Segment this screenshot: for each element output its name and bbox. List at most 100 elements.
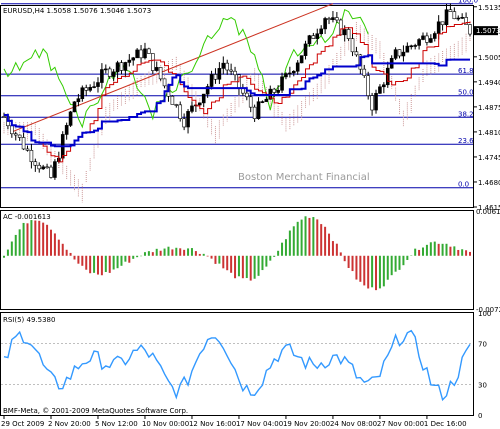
candle-body [425,35,429,43]
fib-level-label: 38.2 [458,110,474,118]
ichimoku-cloud [3,22,471,203]
time-tick-label: 24 Nov 08:00 [330,420,377,428]
candle-body [374,93,378,111]
candle-body [436,21,441,34]
candle-body [213,74,218,80]
price-tick-label: 1.4745 [478,154,500,162]
candle-body [143,48,147,59]
candle-body [295,62,300,72]
candle-body [409,45,414,48]
candle-body [151,53,155,71]
price-tick-label: 1.4680 [478,179,500,187]
candle-body [327,18,331,21]
candle-body [362,68,367,76]
current-price-label: 1.5073 [476,27,500,35]
fib-level-label: 61.8 [458,67,474,75]
candle-body [448,9,453,12]
candle-body [209,74,214,87]
trendline-segment [11,3,334,133]
candle-body [147,48,151,54]
candle-body [135,49,139,59]
rsi-line [1,329,473,402]
candle-body [72,101,77,113]
candle-body [45,166,49,169]
candle-body [280,76,284,91]
candle-body [119,62,124,71]
candle-body [346,29,351,39]
candle-body [417,39,421,46]
candle-body [276,89,280,93]
price-tick-label: 1.4875 [478,104,500,112]
candle-body [248,96,253,108]
ac-axis: 0.006107 -0.00726 [476,208,500,314]
symbol-info: EURUSD,H4 1.5058 1.5076 1.5046 1.5073 [3,7,151,15]
fib-level-label: 23.6 [458,137,474,145]
fibonacci-levels: 100.0 61.8 50.0 38.2 23.6 0.0 [1,0,478,189]
candle-body [64,125,69,135]
candle-body [217,68,222,80]
price-tick-label: 1.5135 [478,4,500,12]
candle-body [182,118,186,128]
candle-body [170,95,175,105]
time-axis: 29 Oct 2009 2 Nov 20:00 5 Nov 12:00 10 Nov … [1,416,467,428]
candle-body [178,104,183,119]
candle-body [382,84,386,88]
candle-body [291,70,296,74]
ac-label: AC -0.001613 [3,213,51,221]
candle-body [115,62,120,73]
ac-panel-frame [0,210,474,310]
trendline [11,3,334,133]
candle-body [456,17,461,20]
candle-body [21,137,26,150]
chikou-line [3,9,369,129]
time-tick-label: 2 Nov 20:00 [48,420,91,428]
rsi-polyline [3,329,471,402]
rsi-tick-label: 0 [478,412,482,420]
candle-body [2,116,6,118]
candle-body [440,21,445,26]
time-tick-label: 27 Nov 00:00 [377,420,424,428]
candle-body [323,18,327,30]
candle-body [233,70,237,76]
candle-body [256,101,261,120]
candle-body [37,164,42,170]
candle-body [366,75,370,96]
time-tick-label: 1 Dec 16:00 [424,420,467,428]
ac-tick-label: -0.00726 [476,306,500,314]
candle-body [131,57,136,61]
price-tick-label: 1.4940 [478,79,500,87]
candle-body [127,59,132,63]
candle-body [252,106,257,120]
candle-body [76,98,81,103]
copyright: BMF-Meta, © 2001-2009 MetaQuotes Softwar… [3,407,188,415]
candle-body [158,67,163,80]
current-price-marker [474,26,498,36]
rsi-label: RSI(5) 49.5380 [3,316,55,324]
candle-body [139,49,143,59]
candle-body [92,86,96,88]
candle-body [444,9,449,26]
fib-level-label: 50.0 [458,89,474,97]
candle-body [29,150,34,163]
time-tick-label: 17 Nov 04:00 [236,420,283,428]
candle-body [123,62,128,71]
candle-body [10,125,14,135]
candle-body [350,38,355,53]
candle-body [405,45,410,53]
candle-body [378,86,382,94]
fib-level-label: 0.0 [458,181,469,189]
candle-body [80,87,85,99]
candle-body [190,105,194,112]
rsi-panel-frame [0,312,474,416]
candle-body [432,33,437,39]
candle-body [452,11,457,20]
candle-body [96,82,100,87]
candle-body [41,166,45,170]
candle-body [205,86,210,95]
ac-tick-label: 0.006107 [476,208,500,216]
candle-body [229,69,233,72]
candle-body [197,102,202,106]
candle-body [33,161,38,166]
candle-body [284,73,288,78]
